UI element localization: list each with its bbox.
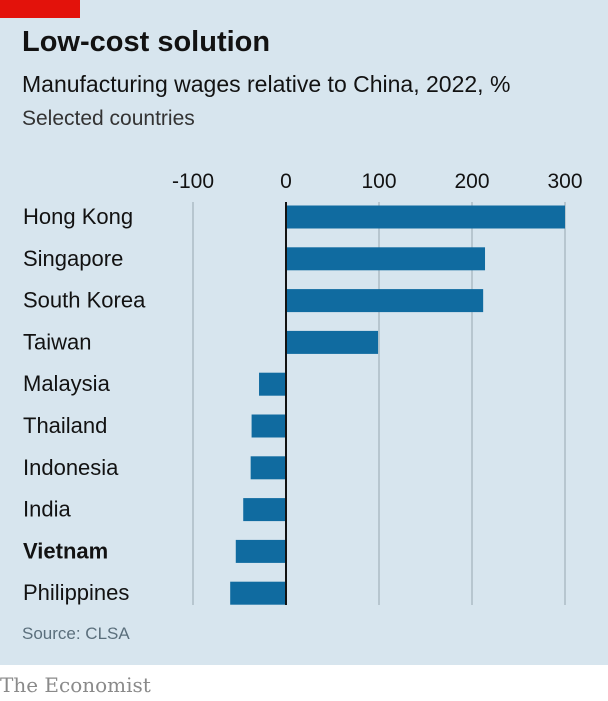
bar [286,205,565,229]
bar [286,247,486,271]
chart-title: Low-cost solution [22,26,271,58]
bar [286,289,484,313]
category-label: Vietnam [23,538,108,563]
bar [251,414,286,438]
category-label: India [23,497,71,522]
bar [230,581,286,605]
category-label: Malaysia [23,371,111,396]
bar [259,372,286,396]
bar [250,456,286,480]
chart-panel: Low-cost solution Manufacturing wages re… [0,0,608,665]
bar [243,498,286,522]
brand-red-tag [0,0,80,18]
chart-subtitle: Manufacturing wages relative to China, 2… [22,71,511,97]
x-tick-label: 100 [361,170,396,193]
bar-chart: -100 0 100 200 300 Hong Kong Singapore South Ko… [23,170,583,605]
x-tick-label: 200 [454,170,489,193]
category-label: Taiwan [23,329,91,354]
category-label: Hong Kong [23,204,133,229]
source-note: Source: CLSA [22,624,130,643]
category-label: Philippines [23,580,129,605]
bar [235,539,286,563]
category-label: Indonesia [23,455,119,480]
category-label: Singapore [23,246,123,271]
x-tick-label: 300 [547,170,582,193]
chart-subsubtitle: Selected countries [22,107,195,130]
category-label: South Korea [23,288,146,313]
category-label: Thailand [23,413,107,438]
brand-wordmark: The Economist [0,673,151,697]
x-tick-label: 0 [280,170,292,193]
bar [286,330,379,354]
x-tick-label: -100 [172,170,214,193]
